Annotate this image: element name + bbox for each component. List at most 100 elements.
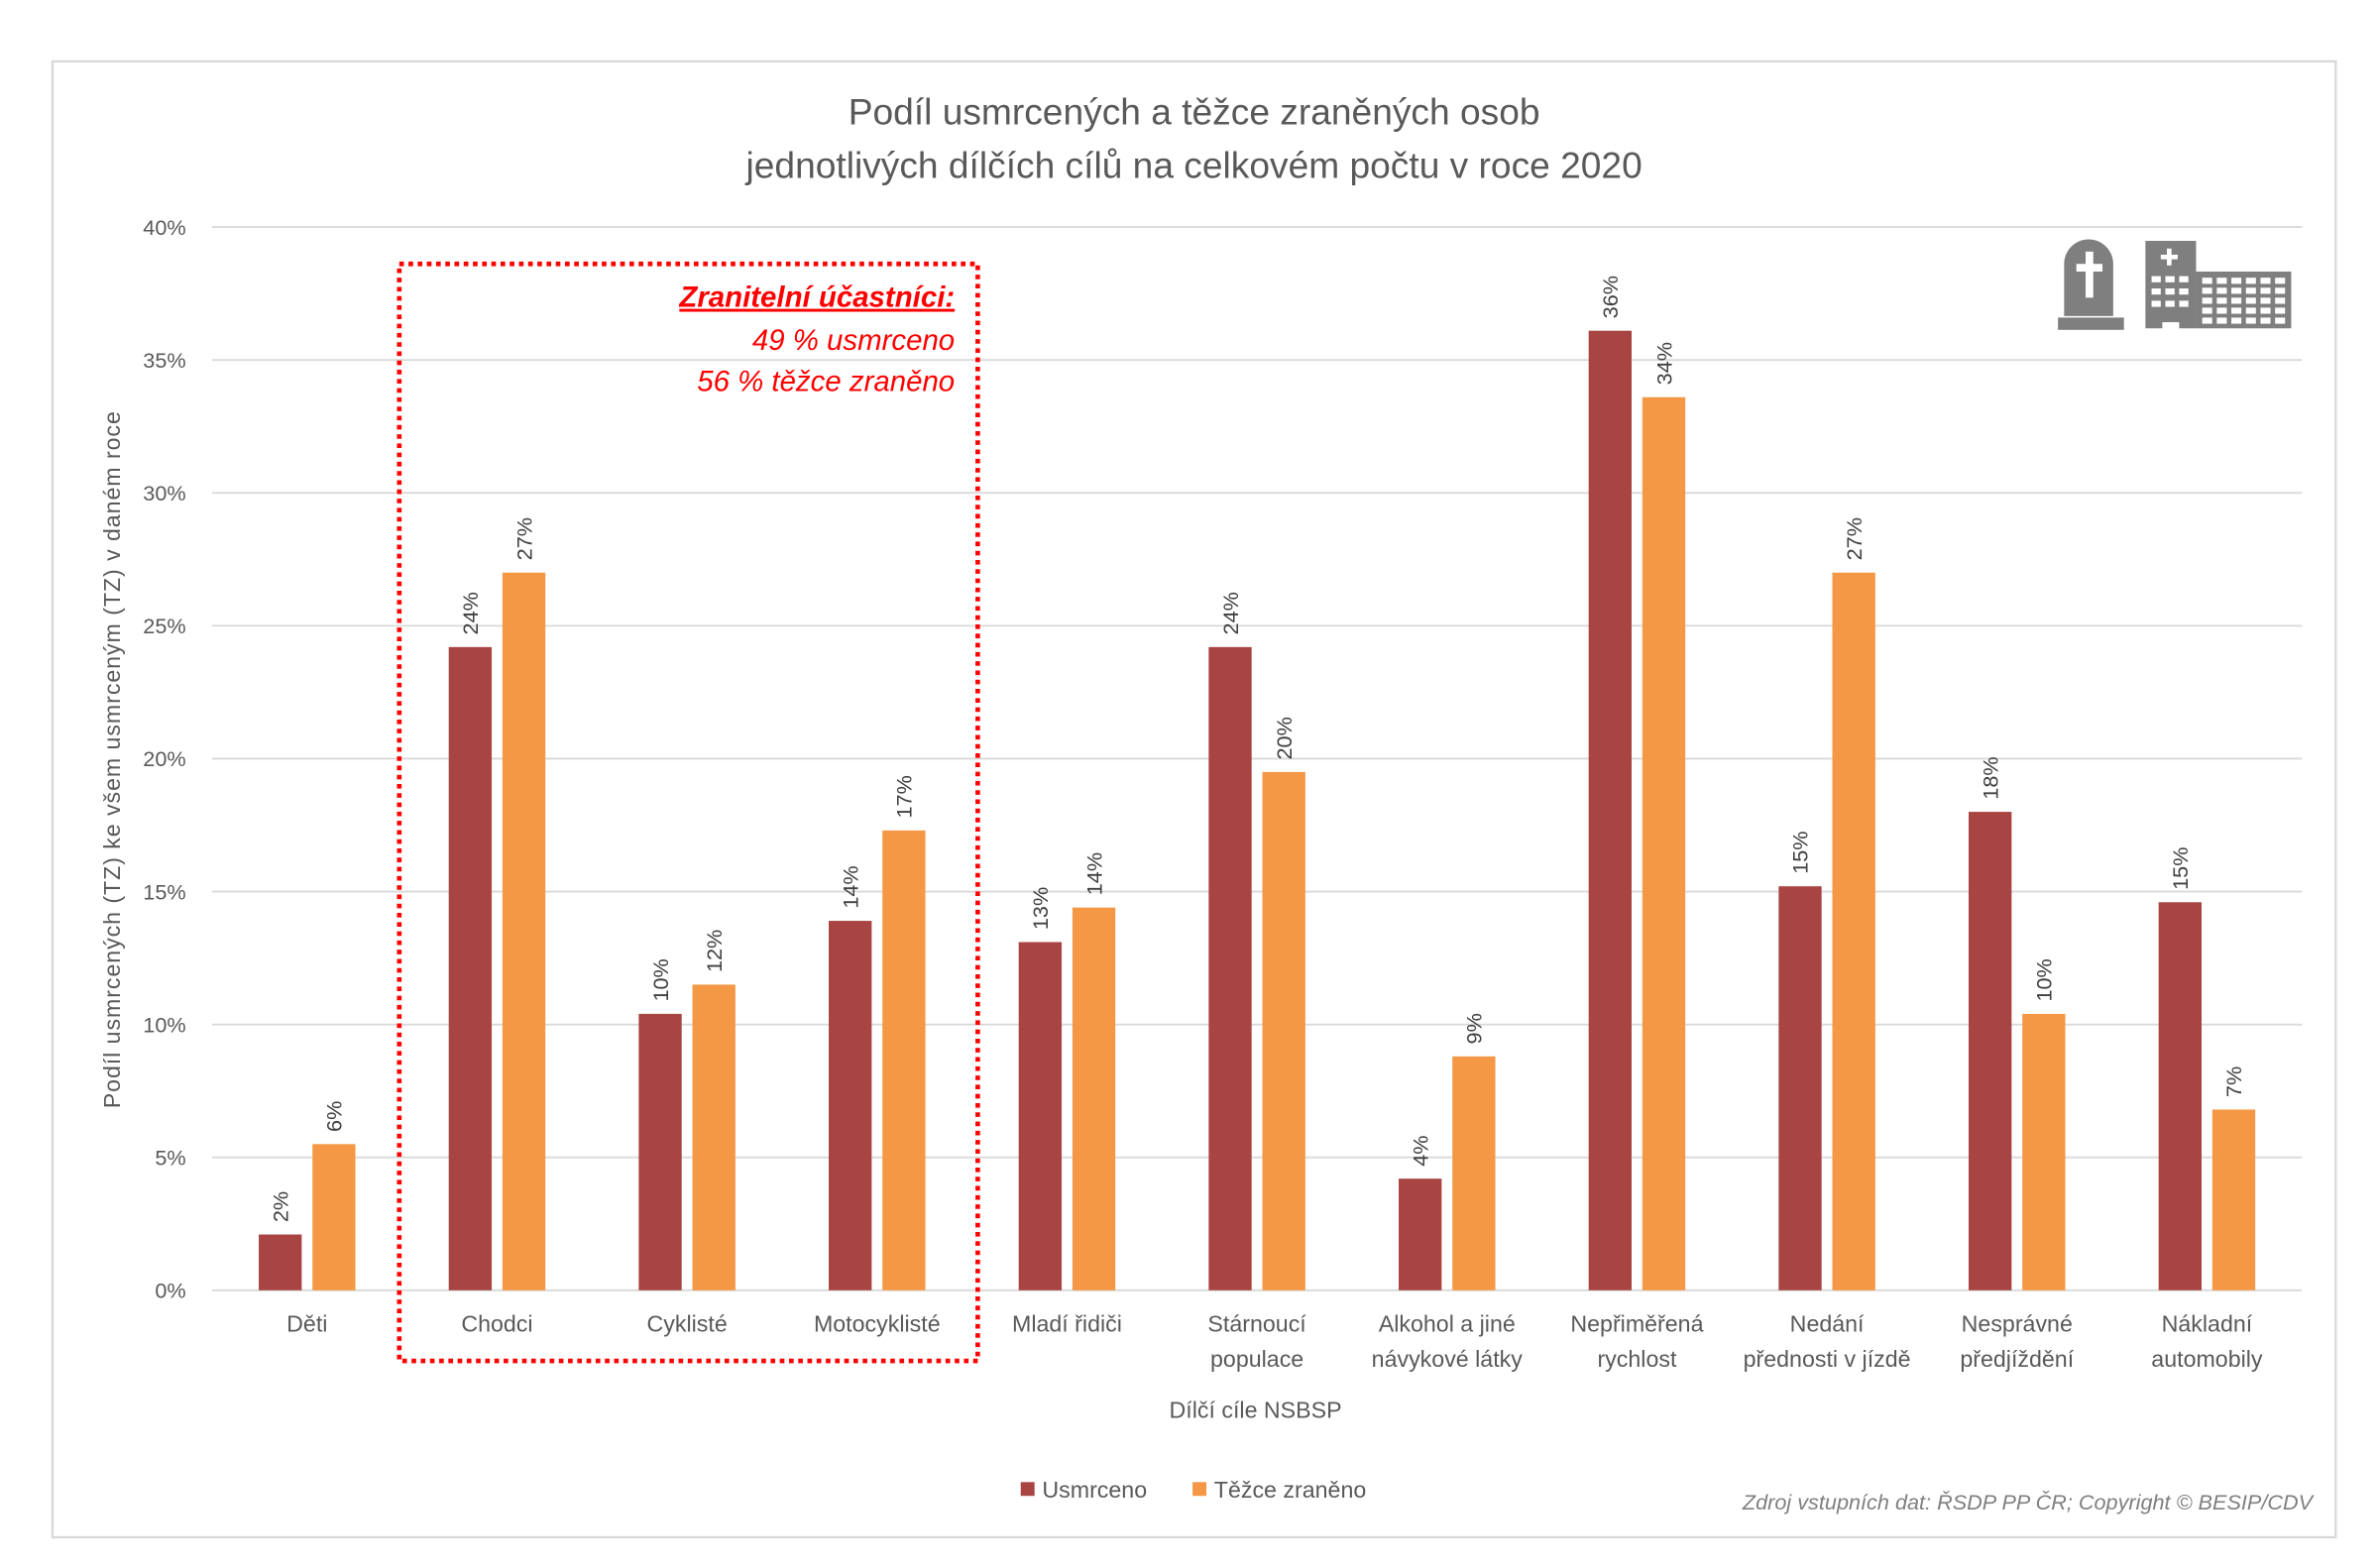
bar-tezce-zraneno [692,984,736,1290]
x-tick-label: Chodci [461,1311,532,1337]
bar-tezce-zraneno [882,830,926,1290]
hospital-window [2275,278,2286,284]
data-label: 10% [2032,958,2057,1001]
bar-usmrceno [829,921,872,1290]
x-tick-label: Nákladní [2162,1311,2253,1337]
legend-swatch-usmrceno [1020,1482,1035,1497]
hospital-window [2179,300,2189,307]
x-tick-label: Nepřiměřená [1570,1311,1703,1337]
x-tick-label: Mladí řidiči [1012,1311,1122,1337]
y-tick-label: 30% [143,481,185,505]
bar-tezce-zraneno [1072,907,1116,1290]
legend-swatch-tezce-zraneno [1192,1482,1207,1497]
hospital-window [2260,307,2271,314]
hospital-window [2216,317,2227,324]
bar-usmrceno [1018,942,1063,1290]
y-tick-label: 5% [155,1145,185,1170]
data-label: 2% [268,1191,292,1222]
chart-title-line2: jednotlivých dílčích cílů na celkovém po… [745,145,1643,186]
data-label: 14% [838,865,862,908]
hospital-window [2165,288,2175,295]
data-label: 24% [458,592,483,634]
hospital-window [2275,287,2286,294]
y-axis-title: Podíl usmrcených (TZ) ke všem usmrceným … [99,410,125,1108]
x-tick-label: automobily [2151,1346,2263,1372]
legend-label-usmrceno: Usmrceno [1042,1477,1147,1503]
x-tick-label: Motocyklisté [814,1311,941,1337]
bar-usmrceno [1588,330,1633,1290]
hospital-window [2151,300,2161,307]
hospital-window [2202,278,2212,284]
data-label: 15% [1788,831,1813,873]
data-label: 34% [1651,342,1676,385]
x-tick-label: Nedání [1790,1311,1865,1337]
hospital-window [2151,288,2161,295]
hospital-window [2216,278,2227,284]
y-tick-label: 0% [155,1279,185,1303]
bar-tezce-zraneno [1832,572,1875,1290]
bar-usmrceno [1969,812,2012,1290]
annotation-killed: 49 % usmrceno [752,324,955,357]
bar-tezce-zraneno [2022,1013,2066,1290]
data-label: 7% [2221,1066,2246,1097]
hospital-window [2179,288,2189,295]
bar-usmrceno [259,1234,302,1290]
bar-usmrceno [1208,646,1252,1290]
x-tick-label: Cyklisté [647,1311,728,1337]
hospital-window [2202,317,2212,324]
x-tick-label: Děti [286,1311,327,1337]
data-label: 12% [702,930,727,972]
hospital-window [2260,297,2271,304]
hospital-window [2245,307,2256,314]
bar-usmrceno [638,1013,682,1290]
hospital-window [2275,317,2286,324]
hospital-window [2202,307,2212,314]
data-label: 24% [1218,592,1243,634]
hospital-window [2275,297,2286,304]
bar-tezce-zraneno [312,1144,356,1290]
x-tick-label: Nesprávné [1962,1311,2073,1337]
hospital-window [2260,287,2271,294]
hospital-window [2231,317,2242,324]
data-label: 20% [1272,717,1297,759]
x-tick-label: Alkohol a jiné [1379,1311,1516,1337]
bar-tezce-zraneno [1452,1056,1496,1290]
bar-usmrceno [2158,902,2203,1290]
data-label: 27% [1842,517,1867,560]
data-label: 18% [1978,756,2002,799]
hospital-window [2245,317,2256,324]
legend: Usmrceno Těžce zraněno [1020,1477,1366,1503]
legend-label-tezce-zraneno: Těžce zraněno [1214,1477,1366,1503]
x-tick-label: Stárnoucí [1207,1311,1306,1337]
bar-usmrceno [448,646,493,1290]
annotation-injured: 56 % těžce zraněno [697,366,955,398]
hospital-window [2260,317,2271,324]
hospital-window [2179,276,2189,282]
hospital-window [2216,297,2227,304]
tombstone-icon [2058,239,2124,330]
x-tick-label: přednosti v jízdě [1744,1346,1911,1372]
bar-usmrceno [1778,886,1822,1290]
hospital-window [2231,287,2242,294]
x-tick-label: rychlost [1597,1346,1676,1372]
data-label: 13% [1028,887,1053,930]
data-label: 9% [1462,1013,1487,1044]
hospital-window [2202,287,2212,294]
bar-usmrceno [1399,1178,1442,1290]
source-note: Zdroj vstupních dat: ŘSDP PP ČR; Copyrig… [1742,1490,2316,1514]
x-tick-label: předjíždění [1960,1346,2074,1372]
vulnerable-users-box [396,261,980,1364]
hospital-window [2245,287,2256,294]
bar-tezce-zraneno [1262,771,1305,1290]
hospital-window [2245,297,2256,304]
hospital-window [2275,307,2286,314]
data-label: 15% [2168,847,2193,890]
hospital-window [2245,278,2256,284]
chart-title-line1: Podíl usmrcených a těžce zraněných osob [849,90,1540,132]
hospital-window [2231,307,2242,314]
bar-tezce-zraneno [1642,396,1686,1290]
data-label: 36% [1598,276,1623,318]
x-tick-label: návykové látky [1372,1346,1524,1372]
hospital-window [2165,276,2175,282]
